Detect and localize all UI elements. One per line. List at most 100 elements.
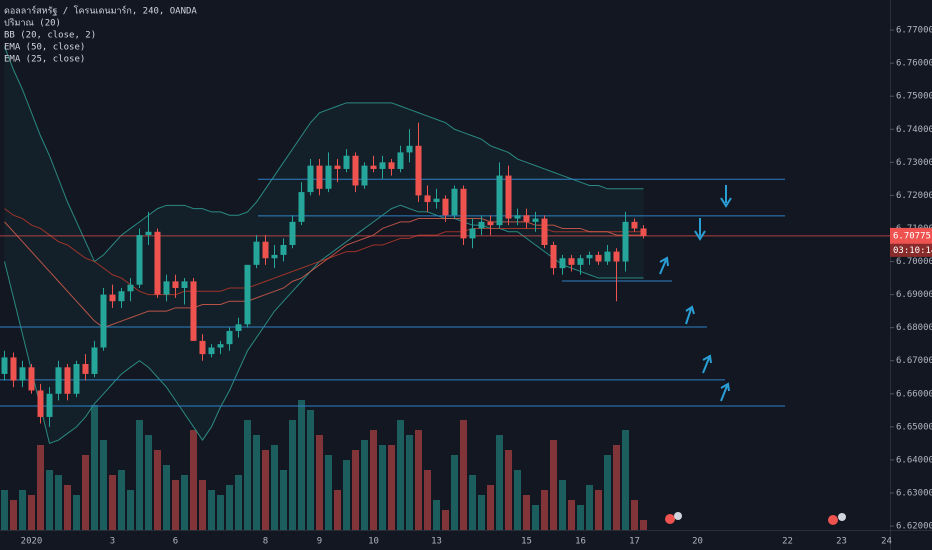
x-tick-label: 22 [782,537,793,547]
y-tick-label: 6.68000 [896,323,932,333]
volume-bar [640,520,647,530]
candle-body [613,251,620,262]
volume-bar [406,435,413,530]
y-tick-label: 6.65000 [896,422,932,432]
candle-body [316,165,323,189]
ema-line [4,218,644,329]
candle-body [10,357,17,381]
volume-bar [532,505,539,530]
candle-body [91,347,98,374]
candle-body [271,254,278,259]
band-upper [4,46,644,263]
ema-line [4,208,644,296]
volume-bar [10,500,17,530]
arrow-down [694,218,706,241]
candle-body [469,228,476,239]
candle-body [262,241,269,259]
candle-body [244,264,251,325]
arrow-up [685,305,695,325]
y-tick-label: 6.69000 [896,290,932,300]
candle-body [631,221,638,229]
volume-bar [307,410,314,530]
price-label: 6.70775 [893,231,931,241]
volume-bar [118,470,125,530]
candle-body [199,340,206,355]
candle-body [307,165,314,193]
arrow-up [702,354,712,374]
candle-body [226,330,233,345]
y-tick-label: 6.66000 [896,389,932,399]
volume-bar [505,450,512,530]
volume-bar [19,490,26,530]
arrow-up [720,382,730,402]
candle-body [136,235,143,285]
candle-body [28,367,35,391]
candle-body [595,254,602,262]
x-tick-label: 3 [110,537,115,547]
y-tick-label: 6.62000 [896,522,932,532]
volume-bar [379,445,386,530]
volume-bar [523,495,530,530]
volume-bar [163,465,170,530]
candle-body [217,344,224,348]
candle-body [523,215,530,222]
candle-body [532,218,539,222]
candle-body [514,215,521,219]
candle-body [604,251,611,262]
y-tick-label: 6.74000 [896,125,932,135]
volume-bar [604,455,611,530]
volume-bar [622,430,629,530]
volume-bar [352,450,359,530]
x-tick-label: 17 [629,537,640,547]
candle-body [145,231,152,236]
candle-body [64,367,71,394]
countdown: 03:10:14 [893,246,932,256]
event-icon [838,513,846,521]
candle-body [424,195,431,203]
y-tick-label: 6.64000 [896,455,932,465]
candle-body [19,367,26,381]
candle-body [235,324,242,331]
candle-body [109,294,116,302]
volume-bar [253,435,260,530]
volume-bar [127,490,134,530]
volume-bar [73,495,80,530]
x-tick-label: 16 [575,537,586,547]
volume-bar [568,500,575,530]
volume-bar [208,490,215,530]
candle-body [289,221,296,245]
volume-bar [388,445,395,530]
volume-bar [181,475,188,530]
y-tick-label: 6.72000 [896,191,932,201]
volume-bar [235,475,242,530]
y-tick-label: 6.67000 [896,356,932,366]
volume-bar [586,485,593,530]
candle-body [1,357,8,374]
volume-bar [55,475,62,530]
volume-bar [226,485,233,530]
volume-bar [415,430,422,530]
volume-bar [361,440,368,530]
x-tick-label: 23 [836,537,847,547]
countdown-box [890,243,932,257]
volume-bar [280,470,287,530]
legend-entry: ปริมาณ (20) [4,18,61,29]
candle-body [559,258,566,269]
volume-bar [325,455,332,530]
x-tick-label: 15 [521,537,532,547]
candle-body [208,347,215,355]
volume-bar [109,475,116,530]
volume-bar [199,480,206,530]
legend-entry: EMA (25, close) [4,55,85,65]
candle-body [478,221,485,229]
candle-body [496,175,503,226]
candle-body [622,221,629,262]
volume-bar [1,490,8,530]
volume-bar [577,505,584,530]
y-tick-label: 6.75000 [896,92,932,102]
volume-bar [244,420,251,530]
y-tick-label: 6.76000 [896,59,932,69]
volume-bar [28,495,35,530]
candle-body [343,155,350,169]
